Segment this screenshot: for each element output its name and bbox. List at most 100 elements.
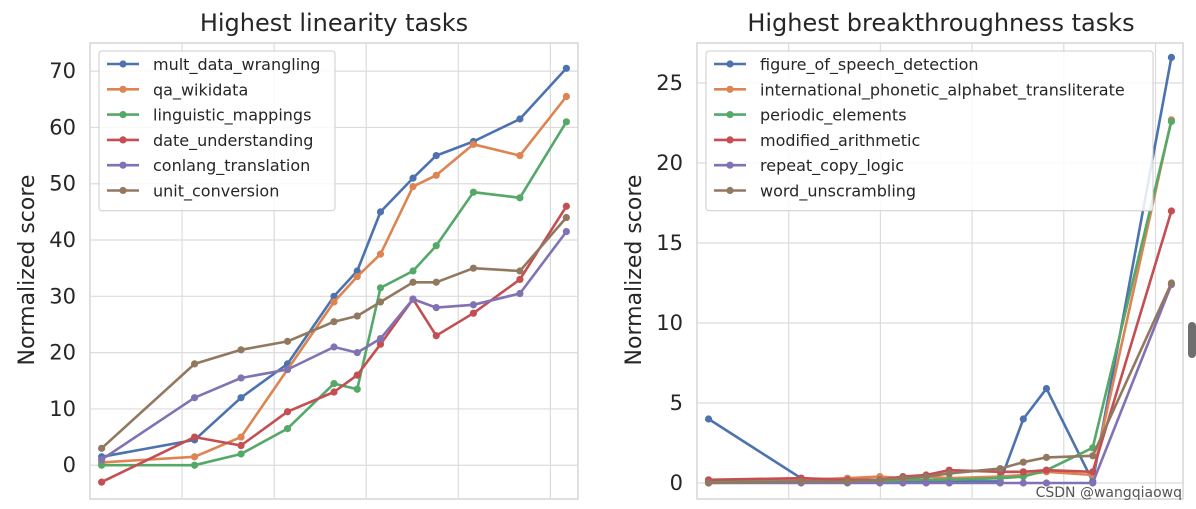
data-point bbox=[283, 408, 292, 416]
y-tick-label: 50 bbox=[49, 172, 76, 196]
data-point bbox=[469, 188, 478, 196]
legend-marker bbox=[119, 161, 127, 169]
data-point bbox=[516, 115, 524, 123]
data-point bbox=[376, 284, 385, 292]
series-line bbox=[101, 67, 568, 459]
data-point bbox=[330, 343, 338, 351]
legend-label: modified_arithmetic bbox=[760, 131, 920, 151]
data-point bbox=[1089, 479, 1097, 487]
scroll-handle[interactable] bbox=[1188, 322, 1196, 358]
legend-item: repeat_copy_logic bbox=[714, 156, 904, 176]
legend-label: repeat_copy_logic bbox=[760, 156, 904, 176]
data-point bbox=[432, 278, 440, 286]
y-tick-label: 10 bbox=[656, 311, 683, 335]
legend-marker bbox=[119, 85, 127, 93]
chart-linearity: Highest linearity tasks Normalized score… bbox=[15, 9, 579, 500]
y-tick-label: 5 bbox=[670, 391, 683, 415]
legend-label: qa_wikidata bbox=[153, 80, 248, 100]
legend-item: mult_data_wrangling bbox=[107, 55, 320, 75]
data-point bbox=[1089, 468, 1097, 476]
data-point bbox=[353, 273, 361, 281]
data-point bbox=[330, 379, 338, 388]
data-point bbox=[190, 433, 199, 441]
data-point bbox=[376, 340, 385, 348]
data-point bbox=[1019, 479, 1027, 487]
data-point bbox=[283, 337, 292, 345]
data-point bbox=[432, 242, 440, 250]
data-point bbox=[469, 309, 478, 317]
data-point bbox=[432, 151, 440, 160]
data-point bbox=[409, 267, 417, 275]
legend-marker bbox=[119, 186, 127, 195]
data-point bbox=[237, 394, 245, 402]
legend-label: word_unscrambling bbox=[760, 182, 916, 202]
data-point bbox=[98, 461, 106, 469]
data-point bbox=[376, 208, 385, 216]
data-point bbox=[237, 374, 245, 382]
data-point bbox=[469, 264, 478, 272]
data-point bbox=[1042, 479, 1051, 487]
data-point bbox=[516, 151, 524, 160]
legend-item: international_phonetic_alphabet_translit… bbox=[714, 80, 1125, 100]
data-point bbox=[190, 394, 199, 402]
chart-title: Highest linearity tasks bbox=[200, 9, 468, 37]
data-point bbox=[704, 479, 713, 487]
data-point bbox=[843, 477, 852, 485]
chart-breakthroughness: Highest breakthroughness tasks Normalize… bbox=[622, 9, 1184, 500]
data-point bbox=[353, 267, 361, 275]
data-point bbox=[469, 301, 478, 309]
series-unit_conversion bbox=[98, 213, 570, 452]
data-point bbox=[1167, 117, 1176, 125]
legend-item: linguistic_mappings bbox=[107, 106, 311, 126]
legend-item: unit_conversion bbox=[107, 182, 279, 202]
y-tick-label: 10 bbox=[49, 397, 76, 421]
data-point bbox=[876, 476, 884, 484]
data-point bbox=[237, 441, 245, 450]
series-mult_data_wrangling bbox=[98, 64, 570, 461]
data-point bbox=[1019, 415, 1027, 423]
data-point bbox=[190, 360, 199, 368]
legend-frame bbox=[705, 50, 1154, 212]
legend-label: international_phonetic_alphabet_translit… bbox=[760, 80, 1125, 100]
legend-marker bbox=[119, 136, 127, 144]
data-point bbox=[1019, 468, 1027, 476]
y-tick-label: 20 bbox=[49, 341, 76, 365]
legend-item: modified_arithmetic bbox=[714, 131, 920, 151]
data-point bbox=[376, 334, 385, 343]
series-line bbox=[101, 121, 568, 467]
series-line bbox=[708, 282, 1173, 485]
data-point bbox=[1167, 53, 1176, 62]
y-tick-label: 70 bbox=[49, 59, 76, 83]
legend-item: date_understanding bbox=[107, 131, 313, 151]
legend-item: qa_wikidata bbox=[107, 80, 248, 100]
data-point bbox=[1089, 452, 1097, 460]
chart-title: Highest breakthroughness tasks bbox=[747, 9, 1134, 37]
data-point bbox=[353, 385, 361, 393]
data-point bbox=[1019, 458, 1027, 466]
legend-label: figure_of_speech_detection bbox=[760, 55, 979, 75]
data-point bbox=[562, 64, 570, 72]
data-point bbox=[98, 478, 106, 486]
y-tick-label: 30 bbox=[49, 284, 76, 308]
y-axis-label: Normalized score bbox=[15, 175, 40, 366]
data-point bbox=[283, 365, 292, 374]
legend-frame bbox=[98, 50, 336, 212]
data-point bbox=[98, 455, 106, 464]
legend-marker bbox=[726, 60, 734, 68]
y-tick-label: 0 bbox=[670, 471, 683, 495]
data-point bbox=[516, 267, 524, 275]
data-point bbox=[562, 227, 570, 236]
data-point bbox=[797, 477, 805, 485]
data-point bbox=[409, 278, 417, 286]
data-point bbox=[899, 474, 907, 482]
data-point bbox=[1042, 385, 1051, 393]
data-point bbox=[432, 171, 440, 179]
data-point bbox=[432, 332, 440, 340]
data-point bbox=[353, 312, 361, 320]
data-point bbox=[330, 388, 338, 396]
legend-label: linguistic_mappings bbox=[153, 106, 311, 126]
data-point bbox=[562, 213, 570, 222]
data-point bbox=[330, 318, 338, 326]
y-tick-label: 40 bbox=[49, 228, 76, 252]
